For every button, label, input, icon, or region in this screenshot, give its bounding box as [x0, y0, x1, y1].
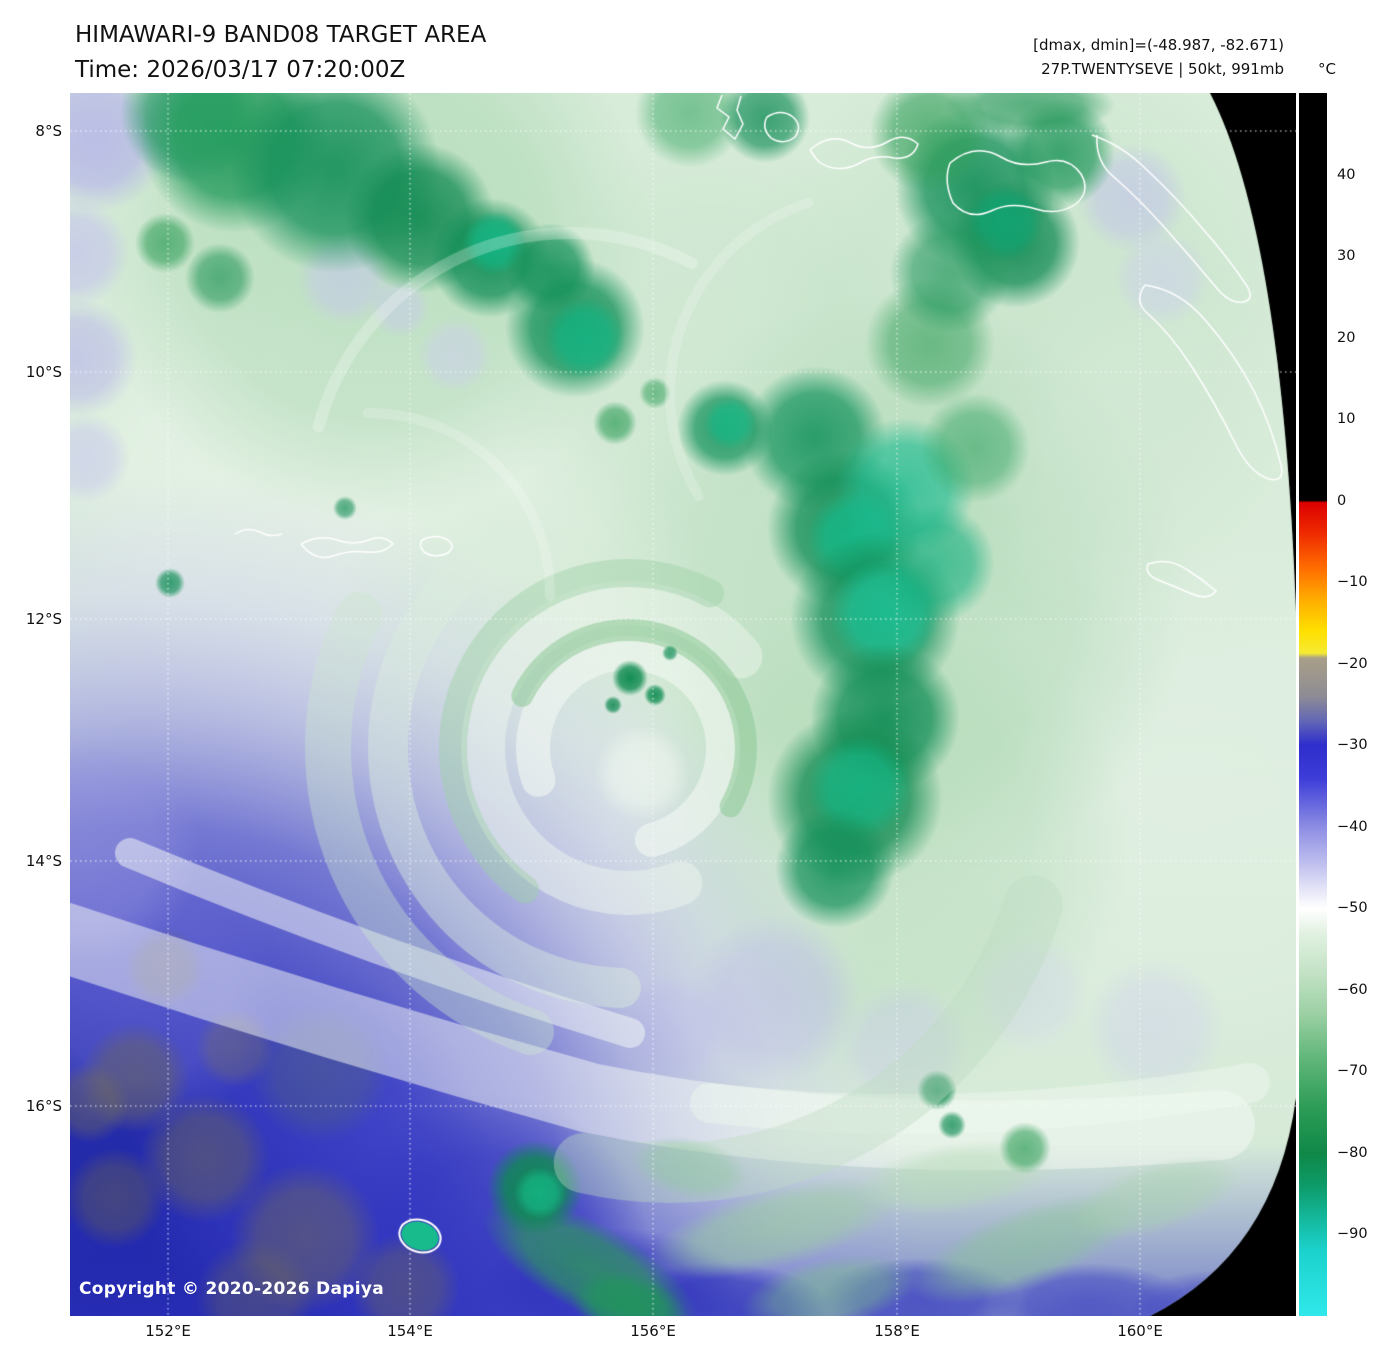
colorbar-tick-label: −20 — [1337, 655, 1368, 672]
lat-axis: 8°S 10°S 12°S 14°S 16°S — [0, 0, 62, 1359]
lat-tick-label: 14°S — [25, 852, 62, 870]
lon-tick-label: 158°E — [874, 1322, 920, 1340]
title-block: HIMAWARI-9 BAND08 TARGET AREA Time: 2026… — [75, 18, 486, 88]
colorbar-gradient — [1299, 93, 1327, 1316]
lon-tick-label: 152°E — [145, 1322, 191, 1340]
colorbar-tick-label: −40 — [1337, 818, 1368, 835]
storm-info: 27P.TWENTYSEVE | 50kt, 991mb — [1041, 60, 1284, 78]
colorbar-unit-label: °C — [1318, 60, 1336, 78]
colorbar-tick-label: 40 — [1337, 166, 1356, 183]
colorbar-tick-label: −70 — [1337, 1063, 1368, 1080]
colorbar-tick-label: −60 — [1337, 981, 1368, 998]
colorbar-tick-label: 10 — [1337, 411, 1356, 428]
colorbar-tick-label: 0 — [1337, 492, 1347, 509]
lon-tick-label: 156°E — [630, 1322, 676, 1340]
colorbar-tick-label: 20 — [1337, 329, 1356, 346]
colorbar-tick-label: −30 — [1337, 737, 1368, 754]
lat-tick-label: 10°S — [25, 363, 62, 381]
lon-axis: 152°E 154°E 156°E 158°E 160°E — [0, 1322, 1388, 1348]
colorbar-tick-label: −80 — [1337, 1144, 1368, 1161]
dmax-dmin-readout: [dmax, dmin]=(-48.987, -82.671) — [1033, 36, 1284, 54]
image-title: HIMAWARI-9 BAND08 TARGET AREA — [75, 22, 487, 48]
satellite-map-canvas — [70, 93, 1296, 1316]
colorbar-tick-label: −90 — [1337, 1226, 1368, 1243]
copyright-notice: Copyright © 2020-2026 Dapiya — [79, 1279, 384, 1299]
colorbar-tick-label: −50 — [1337, 900, 1368, 917]
lat-tick-label: 8°S — [35, 122, 62, 140]
lon-tick-label: 160°E — [1117, 1322, 1163, 1340]
lon-tick-label: 154°E — [387, 1322, 433, 1340]
stats-block: [dmax, dmin]=(-48.987, -82.671) 27P.TWEN… — [1033, 33, 1284, 81]
lat-tick-label: 16°S — [25, 1097, 62, 1115]
colorbar-tick-label: −10 — [1337, 574, 1368, 591]
colorbar-tick-label: 30 — [1337, 248, 1356, 265]
lat-tick-label: 12°S — [25, 610, 62, 628]
image-timestamp: Time: 2026/03/17 07:20:00Z — [75, 57, 406, 83]
